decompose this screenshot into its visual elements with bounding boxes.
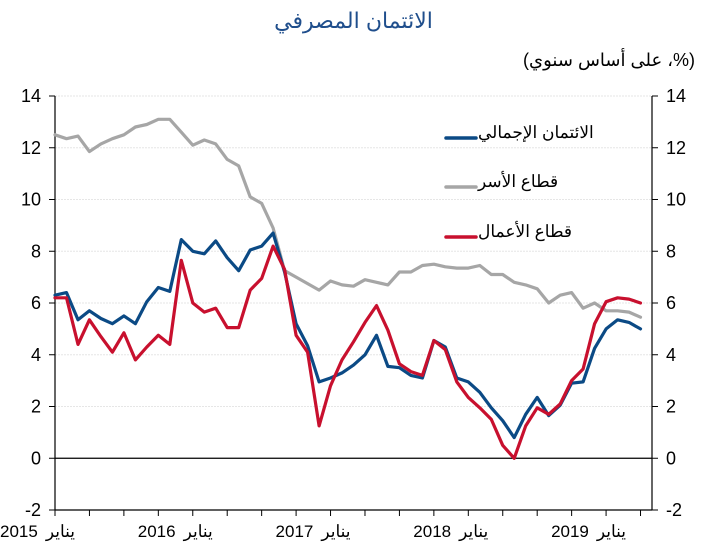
x-tick-year: 2019 [551,522,589,541]
legend-item: قطاع الأعمال [444,221,572,242]
x-tick-month: يناير [183,522,213,542]
x-tick-month: يناير [596,522,626,542]
x-tick-year: 2016 [138,522,176,541]
legend-item: الائتمان الإجمالي [444,123,594,142]
y-tick-label-right: 2 [666,397,676,417]
x-tick-label: 2019 يناير [551,522,626,542]
series-line-2 [53,244,643,460]
x-tick-year: 2017 [276,522,314,541]
x-tick-label: 2018 يناير [413,522,488,542]
x-tick-month: يناير [45,522,75,542]
y-tick-label-right: -2 [666,500,682,520]
y-tick-label-right: 6 [666,293,676,313]
legend-label: الائتمان الإجمالي [478,123,594,142]
gridlines [55,95,652,407]
y-tick-label-right: 0 [666,448,676,468]
x-tick-label: 2017 يناير [276,522,351,542]
legend-item: قطاع الأسر [444,171,558,192]
y-tick-label-right: 12 [666,138,686,158]
legend-label: قطاع الأسر [477,171,558,192]
y-tick-label-left: 4 [31,345,41,365]
chart-subtitle: (%، على أساس سنوي) [523,50,695,70]
y-axis-left: -2 0 2 4 6 8 10 12 14 [21,86,55,520]
y-axis-right: -2 0 2 4 6 8 10 12 14 [652,86,686,520]
series-line-1 [53,117,643,319]
y-tick-label-left: 2 [31,397,41,417]
y-tick-label-left: 14 [21,86,41,106]
y-tick-label-left: 10 [21,190,41,210]
x-tick-label: 2016 يناير [138,522,213,542]
legend-label: قطاع الأعمال [478,221,572,242]
x-tick-month: يناير [320,522,350,542]
y-tick-label-left: 8 [31,241,41,261]
x-tick-year: 2018 [413,522,451,541]
legend: الائتمان الإجمالي قطاع الأسر قطاع الأعمال [444,123,594,242]
y-tick-label-left: 0 [31,448,41,468]
y-tick-label-left: -2 [25,500,41,520]
y-tick-label-right: 10 [666,190,686,210]
y-tick-label-right: 14 [666,86,686,106]
chart-title: الائتمان المصرفي [274,8,433,33]
x-axis: 2015 يناير 2016 يناير 2017 يناير 2018 يناير 2019… [0,510,642,542]
series-line-0 [53,231,643,440]
x-tick-label: 2015 يناير [0,522,75,542]
y-tick-label-left: 12 [21,138,41,158]
x-tick-year: 2015 [0,522,38,541]
x-tick-month: يناير [458,522,488,542]
series-lines [53,117,643,460]
y-tick-label-right: 8 [666,241,676,261]
y-tick-label-left: 6 [31,293,41,313]
y-tick-label-right: 4 [666,345,676,365]
